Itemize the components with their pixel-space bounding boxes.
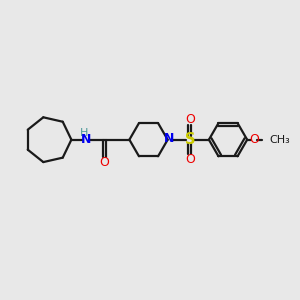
Text: O: O <box>185 113 195 126</box>
Text: N: N <box>81 133 91 146</box>
Text: CH₃: CH₃ <box>269 135 290 145</box>
Text: O: O <box>99 156 109 169</box>
Text: H: H <box>80 128 88 138</box>
Text: O: O <box>249 133 259 146</box>
Text: N: N <box>164 132 174 145</box>
Text: O: O <box>185 153 195 166</box>
Text: S: S <box>184 132 195 147</box>
